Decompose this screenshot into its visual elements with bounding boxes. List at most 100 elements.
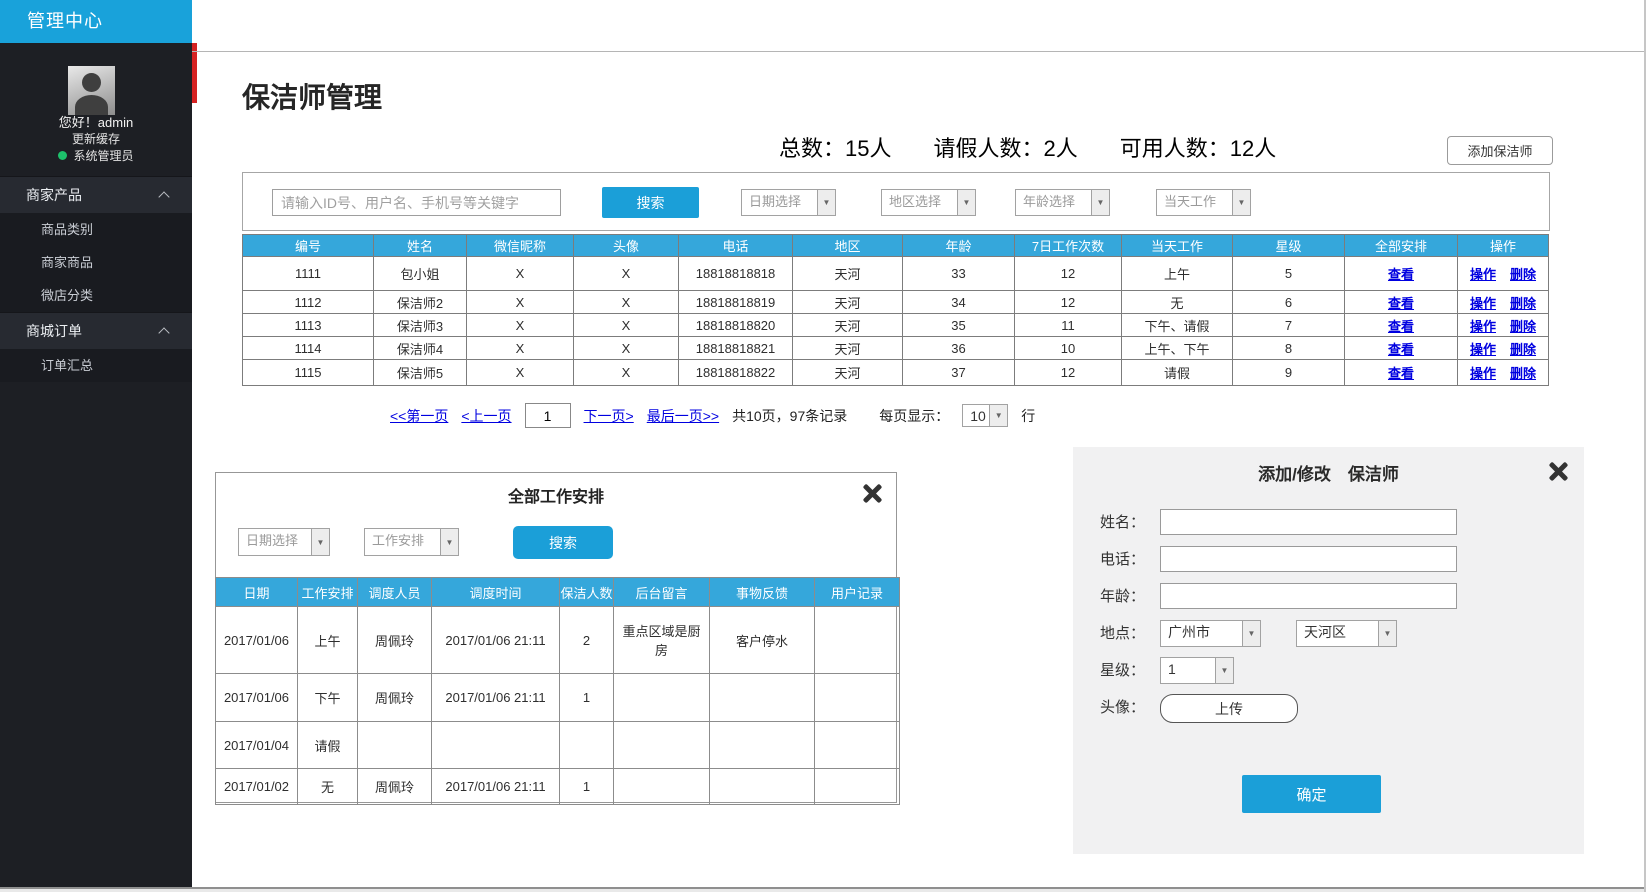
age-label: 年龄：: [1100, 588, 1146, 605]
cell: 2: [559, 606, 614, 674]
modal-search-button[interactable]: 搜索: [513, 526, 613, 559]
cell: 操作 删除: [1457, 256, 1549, 291]
district-select[interactable]: 天河区 ▼: [1296, 620, 1397, 647]
view-schedule-link[interactable]: 查看: [1387, 318, 1414, 334]
cell: 8: [1232, 336, 1345, 360]
sidebar-item-merchant-products[interactable]: 商家产品: [0, 176, 192, 213]
close-icon[interactable]: [862, 483, 882, 503]
city-select[interactable]: 广州市 ▼: [1160, 620, 1261, 647]
add-cleaner-button[interactable]: 添加保洁师: [1447, 136, 1553, 165]
first-page-link[interactable]: <<第一页: [390, 407, 449, 424]
cleaner-table-head-row: 编号 姓名 微信昵称 头像 电话 地区 年龄 7日工作次数 当天工作 星级 全部安排 操作: [242, 234, 1549, 257]
cell: 1114: [242, 336, 374, 360]
modal-title: 全部工作安排: [507, 489, 604, 506]
delete-link[interactable]: 删除: [1510, 295, 1537, 311]
chevron-up-icon: [158, 191, 170, 203]
phone-label: 电话：: [1100, 551, 1146, 568]
cell: 天河: [792, 313, 903, 337]
chevron-up-icon: [158, 327, 170, 339]
cell: 保洁师3: [373, 313, 467, 337]
column-header: 保洁人数: [559, 577, 614, 607]
sidebar-item-microshop-category[interactable]: 微店分类: [0, 279, 192, 312]
cell: [613, 768, 710, 805]
sidebar-item-mall-orders[interactable]: 商城订单: [0, 312, 192, 349]
next-page-link[interactable]: 下一页>: [583, 407, 634, 424]
upload-button[interactable]: 上传: [1160, 694, 1298, 723]
phone-field[interactable]: [1160, 546, 1457, 572]
online-status-icon: [58, 151, 68, 160]
modal-work-select[interactable]: 工作安排 ▼: [364, 528, 459, 556]
operate-link[interactable]: 操作: [1469, 267, 1496, 282]
dropdown-arrow-icon: ▼: [311, 529, 329, 555]
cell: 2017/01/06 21:11: [431, 673, 560, 722]
view-schedule-link[interactable]: 查看: [1387, 366, 1414, 381]
column-header: 星级: [1232, 234, 1345, 257]
view-schedule-link[interactable]: 查看: [1387, 295, 1414, 311]
cleaner-row: 1111 包小姐 X X 18818818818 天河 33 12 上午 5 查看 操作 删除: [242, 256, 1549, 291]
cell: 周佩玲: [357, 606, 432, 674]
cell: 1113: [242, 313, 374, 337]
last-page-link[interactable]: 最后一页>>: [646, 407, 720, 424]
cell: 33: [902, 256, 1015, 291]
cell: 12: [1014, 290, 1122, 314]
cell: 查看: [1344, 290, 1458, 314]
column-header: 年龄: [902, 234, 1015, 257]
dropdown-arrow-icon: ▼: [1232, 190, 1250, 215]
cell: 上午: [297, 606, 358, 674]
operate-link[interactable]: 操作: [1469, 318, 1496, 334]
search-button[interactable]: 搜索: [602, 187, 699, 218]
delete-link[interactable]: 删除: [1510, 366, 1537, 381]
per-page-select[interactable]: 10 ▼: [962, 404, 1009, 427]
column-header: 日期: [215, 577, 298, 607]
operate-link[interactable]: 操作: [1469, 366, 1496, 381]
cell: 查看: [1344, 336, 1458, 360]
column-header: 用户记录: [814, 577, 900, 607]
sidebar-item-order-summary[interactable]: 订单汇总: [0, 349, 192, 382]
delete-link[interactable]: 删除: [1510, 267, 1537, 282]
sidebar-item-merchant-goods[interactable]: 商家商品: [0, 246, 192, 279]
app-title-bar: 管理中心: [0, 0, 192, 43]
operate-link[interactable]: 操作: [1469, 341, 1496, 357]
search-input[interactable]: [272, 189, 561, 216]
cell: 请假: [297, 721, 358, 769]
page-number-input[interactable]: [524, 403, 571, 428]
select-value: 日期选择: [749, 194, 802, 209]
cell: [709, 768, 815, 805]
confirm-button[interactable]: 确定: [1242, 775, 1381, 813]
refresh-cache-link[interactable]: 更新缓存: [71, 132, 120, 146]
cell: 18818818821: [678, 336, 793, 360]
age-field[interactable]: [1160, 583, 1457, 609]
cell: 7: [1232, 313, 1345, 337]
delete-link[interactable]: 删除: [1510, 318, 1537, 334]
dropdown-arrow-icon: ▼: [440, 529, 458, 555]
delete-link[interactable]: 删除: [1510, 341, 1537, 357]
schedule-table-body: 2017/01/06 上午 周佩玲 2017/01/06 21:11 2 重点区域是厨房客…: [215, 606, 900, 805]
cell: 查看: [1344, 359, 1458, 386]
cell: 查看: [1344, 256, 1458, 291]
view-schedule-link[interactable]: 查看: [1387, 341, 1414, 357]
avatar-label: 头像：: [1100, 699, 1146, 716]
region-filter-select[interactable]: 地区选择 ▼: [881, 189, 976, 216]
name-field[interactable]: [1160, 509, 1457, 535]
cell: 2017/01/06 21:11: [431, 606, 560, 674]
cell: [814, 721, 900, 769]
operate-link[interactable]: 操作: [1469, 295, 1496, 311]
age-filter-select[interactable]: 年龄选择 ▼: [1015, 189, 1110, 216]
stats-row: 总数：15人 请假人数：2人 可用人数：12人: [779, 131, 1276, 163]
close-icon[interactable]: [1548, 461, 1568, 481]
column-header: 调度人员: [357, 577, 432, 607]
prev-page-link[interactable]: <上一页: [461, 407, 512, 424]
cell: 18818818819: [678, 290, 793, 314]
today-work-filter-select[interactable]: 当天工作 ▼: [1156, 189, 1251, 216]
cell: 10: [1014, 336, 1122, 360]
column-header: 编号: [242, 234, 374, 257]
column-header: 操作: [1457, 234, 1549, 257]
sidebar-item-product-category[interactable]: 商品类别: [0, 213, 192, 246]
pagination-summary: 共10页，97条记录: [732, 407, 848, 424]
date-filter-select[interactable]: 日期选择 ▼: [741, 189, 836, 216]
modal-date-select[interactable]: 日期选择 ▼: [238, 528, 330, 556]
view-schedule-link[interactable]: 查看: [1387, 267, 1414, 282]
star-select[interactable]: 1 ▼: [1160, 657, 1234, 684]
cell: 操作 删除: [1457, 336, 1549, 360]
dropdown-arrow-icon: ▼: [1091, 190, 1109, 215]
